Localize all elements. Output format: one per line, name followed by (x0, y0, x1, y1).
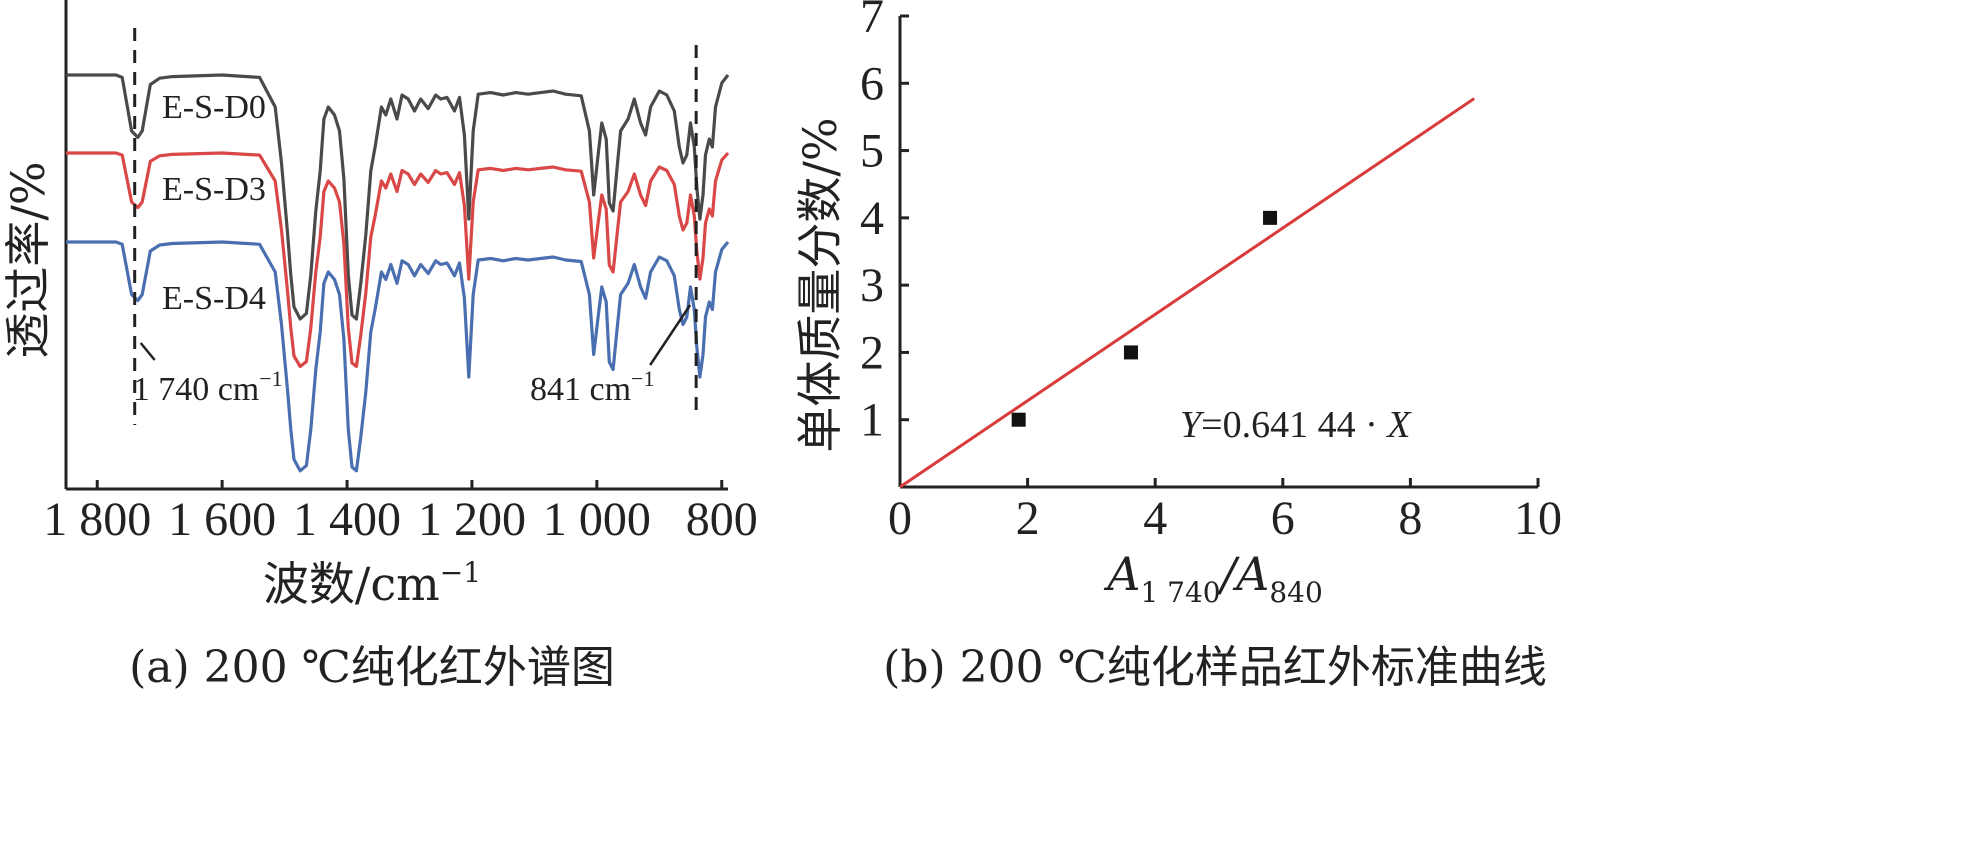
data-point-3 (1263, 210, 1278, 225)
annotation-leader-1740 (139, 342, 156, 361)
annotation-leader-841 (649, 304, 692, 366)
annotation-1740: 1 740 cm−1 (133, 366, 283, 408)
series-line-e-s-d0 (66, 73, 730, 321)
panel-a-ir-spectra: 1 800 1 600 1 400 1 200 1 000 800 E-S-D0 E-S-D… (1, 0, 758, 693)
fit-line (899, 97, 1476, 489)
data-point-1 (1011, 412, 1026, 427)
panel-b-x-tick-label-8: 8 (1398, 492, 1422, 545)
panel-b-x-tick-label-0: 0 (888, 492, 912, 545)
data-point-2 (1123, 345, 1138, 360)
panel-b-x-tick-label-2: 2 (1016, 492, 1040, 545)
panel-b-caption: (b) 200 ℃纯化样品红外标准曲线 (883, 642, 1547, 693)
panel-b-y-tick-label-5: 5 (860, 125, 884, 178)
panel-b-y-axis-title: 单体质量分数/% (793, 117, 847, 452)
panel-a-x-axis-title: 波数/cm−1 (263, 556, 481, 611)
panel-b-x-tick-label-4: 4 (1143, 492, 1167, 545)
panel-a-x-tick-label-2: 1 400 (293, 493, 401, 546)
panel-b-x-axis-title: A1 740/A840 (1103, 547, 1323, 609)
series-label-e-s-d3: E-S-D3 (162, 171, 266, 208)
series-line-e-s-d4 (66, 240, 730, 473)
panel-b-equation: Y=0.641 44 · X (1180, 404, 1412, 446)
panel-b-x-tick-label-10: 10 (1514, 492, 1562, 545)
series-label-e-s-d4: E-S-D4 (162, 280, 266, 317)
panel-b-x-tick-label-6: 6 (1271, 492, 1295, 545)
panel-b-y-tick-label-2: 2 (860, 326, 884, 379)
panel-a-x-tick-label-4: 1 000 (543, 493, 651, 546)
series-line-e-s-d3 (66, 151, 730, 369)
panel-a-y-axis-title: 透过率/% (1, 161, 55, 358)
panel-a-x-tick-label-0: 1 800 (43, 493, 151, 546)
panel-a-x-tick-label-1: 1 600 (168, 493, 276, 546)
panel-b-y-tick-label-7: 7 (860, 0, 884, 43)
panel-a-x-tick-label-3: 1 200 (418, 493, 526, 546)
panel-a-x-tick-label-5: 800 (686, 493, 758, 546)
panel-b-y-tick-label-1: 1 (860, 394, 884, 447)
annotation-841: 841 cm−1 (530, 366, 654, 408)
panel-a-caption: (a) 200 ℃纯化红外谱图 (129, 642, 615, 693)
panel-b-y-tick-label-4: 4 (860, 192, 884, 245)
panel-b-y-tick-label-6: 6 (860, 57, 884, 110)
panel-b-y-tick-label-3: 3 (860, 259, 884, 312)
series-label-e-s-d0: E-S-D0 (162, 89, 266, 126)
